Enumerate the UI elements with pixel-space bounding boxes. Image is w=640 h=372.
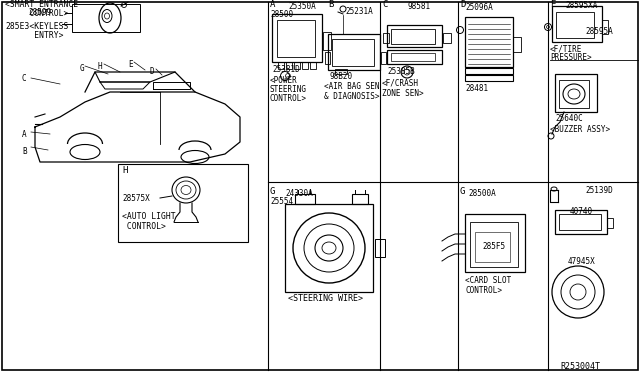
Text: 28500: 28500	[270, 10, 293, 19]
Bar	[278, 62, 284, 69]
Bar	[443, 33, 451, 43]
Bar	[375, 239, 385, 257]
Bar	[323, 32, 331, 50]
Text: A: A	[22, 130, 27, 139]
Bar	[118, 164, 248, 242]
Text: B: B	[328, 0, 333, 9]
Text: H: H	[98, 62, 102, 71]
Bar	[555, 210, 607, 234]
Text: <AUTO LIGHT: <AUTO LIGHT	[122, 212, 175, 221]
Text: ZONE SEN>: ZONE SEN>	[382, 89, 424, 98]
Text: 47945X: 47945X	[568, 257, 596, 266]
Text: 25381D: 25381D	[272, 65, 300, 74]
Bar	[513, 37, 521, 52]
Bar	[387, 25, 442, 47]
Text: 25385B: 25385B	[387, 67, 415, 76]
Text: C: C	[22, 74, 27, 83]
Text: CONTROL>: CONTROL>	[5, 9, 68, 18]
Text: 28481: 28481	[465, 84, 488, 93]
Text: G: G	[270, 187, 275, 196]
Bar	[325, 52, 330, 64]
Bar	[295, 194, 315, 204]
Bar	[391, 53, 435, 61]
Text: 24330A: 24330A	[285, 189, 313, 198]
Text: CONTROL>: CONTROL>	[465, 286, 502, 295]
Text: <F/TIRE: <F/TIRE	[550, 44, 582, 53]
Text: 25139D: 25139D	[585, 186, 612, 195]
Text: 28599: 28599	[28, 8, 51, 17]
Text: E: E	[128, 60, 132, 69]
Bar	[285, 204, 373, 292]
Bar	[559, 214, 601, 230]
Bar	[277, 20, 315, 57]
Text: <POWER: <POWER	[270, 76, 298, 85]
Bar	[555, 74, 597, 112]
Bar	[286, 62, 292, 69]
Bar	[381, 52, 386, 64]
Bar	[383, 33, 389, 43]
Bar	[465, 75, 513, 81]
Text: 28595XA: 28595XA	[565, 1, 597, 10]
Bar	[335, 69, 347, 74]
Text: PRESSURE>: PRESSURE>	[550, 53, 591, 62]
Text: H: H	[122, 166, 127, 175]
Bar	[387, 50, 442, 64]
Bar	[272, 14, 322, 62]
Bar	[352, 194, 368, 204]
Text: B: B	[22, 147, 27, 156]
Bar	[391, 29, 435, 44]
Text: <CARD SLOT: <CARD SLOT	[465, 276, 511, 285]
Text: <AIR BAG SEN: <AIR BAG SEN	[324, 82, 380, 91]
Bar	[310, 62, 316, 69]
Text: 28575X: 28575X	[122, 194, 150, 203]
Text: R253004T: R253004T	[560, 362, 600, 371]
Text: 25640C: 25640C	[555, 114, 583, 123]
Text: <STEERING WIRE>: <STEERING WIRE>	[288, 294, 363, 303]
Text: ENTRY>: ENTRY>	[5, 31, 63, 40]
Text: CONTROL>: CONTROL>	[122, 222, 166, 231]
Text: 285E3<KEYLESS: 285E3<KEYLESS	[5, 22, 68, 31]
Text: G: G	[80, 64, 84, 73]
Bar	[72, 4, 140, 32]
Text: CONTROL>: CONTROL>	[270, 94, 307, 103]
Bar	[475, 232, 510, 262]
Text: G: G	[460, 187, 465, 196]
Text: 28595A: 28595A	[585, 27, 612, 36]
Text: 25096A: 25096A	[465, 3, 493, 12]
Bar	[556, 12, 594, 38]
Bar	[302, 62, 308, 69]
Text: 98B20: 98B20	[330, 72, 353, 81]
Text: A: A	[270, 0, 275, 9]
Bar	[465, 17, 513, 67]
Bar	[552, 6, 602, 42]
Text: 285F5: 285F5	[482, 242, 505, 251]
Bar	[470, 222, 518, 267]
Bar	[602, 20, 608, 34]
Bar	[559, 80, 589, 108]
Text: E: E	[550, 0, 556, 9]
Text: & DIAGNOSIS>: & DIAGNOSIS>	[324, 92, 380, 101]
Bar	[294, 62, 300, 69]
Text: D: D	[150, 67, 155, 76]
Text: 25554: 25554	[270, 197, 293, 206]
Bar	[465, 68, 513, 74]
Text: <BUZZER ASSY>: <BUZZER ASSY>	[550, 125, 610, 134]
Text: D: D	[460, 0, 465, 9]
Bar	[607, 218, 613, 228]
Bar	[328, 34, 380, 70]
Bar	[465, 214, 525, 272]
Text: 25231A: 25231A	[345, 7, 372, 16]
Text: STEERING: STEERING	[270, 85, 307, 94]
Text: 28500A: 28500A	[468, 189, 496, 198]
Text: 98581: 98581	[407, 2, 430, 11]
Bar	[332, 39, 374, 66]
Text: <SMART ENTRANCE: <SMART ENTRANCE	[5, 0, 78, 9]
Text: 40740: 40740	[570, 207, 593, 216]
Text: <F/CRASH: <F/CRASH	[382, 79, 419, 88]
Text: 25350A: 25350A	[288, 2, 316, 11]
Text: C: C	[382, 0, 387, 9]
